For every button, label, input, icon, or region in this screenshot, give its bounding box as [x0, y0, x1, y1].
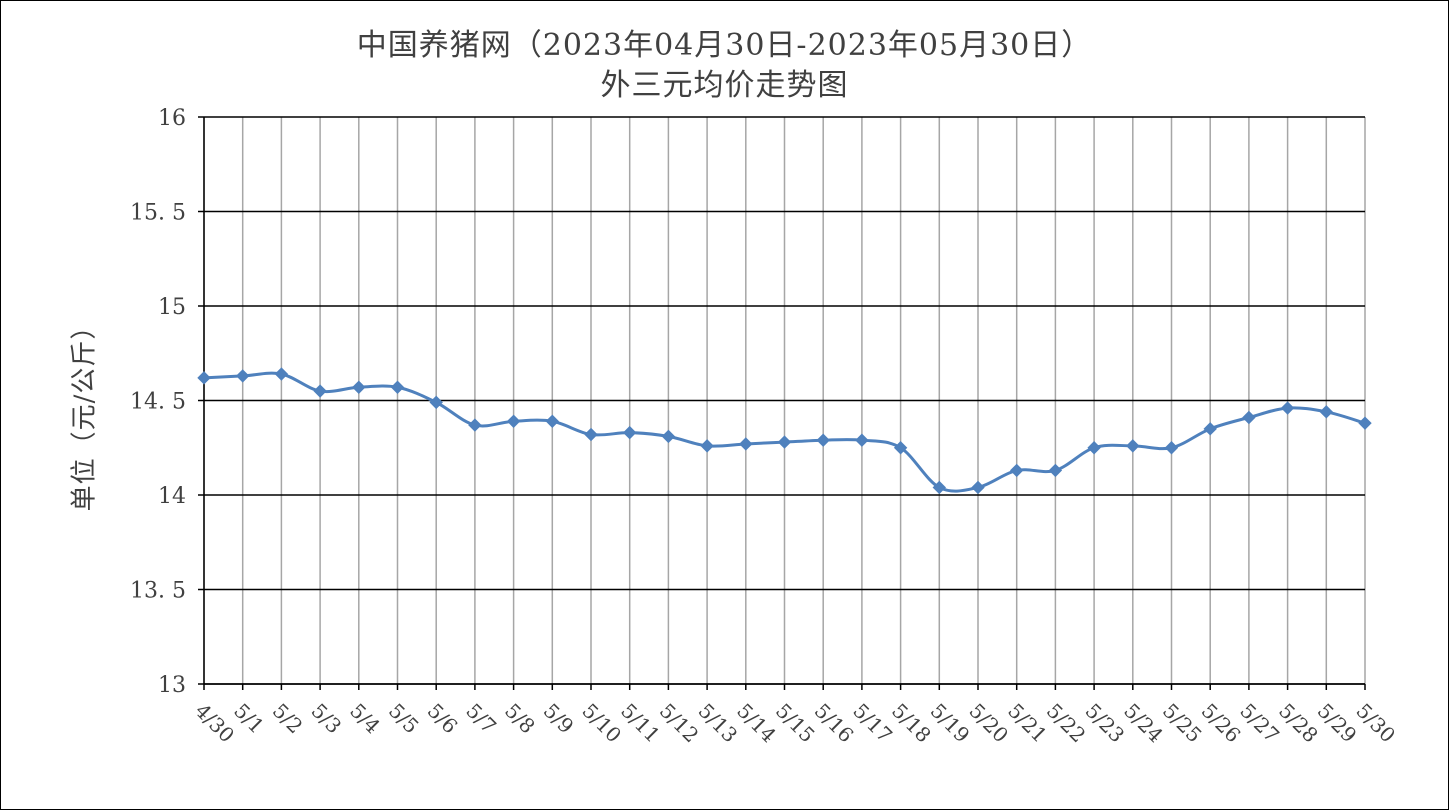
- x-tick-label: 5/14: [732, 699, 781, 748]
- data-point-marker: [1087, 441, 1101, 455]
- data-point-marker: [274, 367, 289, 381]
- x-tick-label: 5/10: [577, 699, 626, 748]
- data-point-marker: [1358, 416, 1372, 430]
- data-point-marker: [313, 384, 327, 398]
- x-tick-label: 5/18: [887, 699, 936, 748]
- x-tick-label: 5/19: [926, 699, 975, 748]
- data-point-marker: [468, 418, 482, 432]
- data-point-marker: [816, 433, 830, 447]
- data-point-marker: [661, 429, 676, 444]
- x-tick-label: 5/26: [1197, 699, 1246, 748]
- data-point-marker: [545, 414, 560, 428]
- y-tick-label: 15: [158, 295, 186, 320]
- x-tick-label: 5/7: [461, 699, 501, 739]
- x-tick-label: 5/11: [616, 699, 665, 748]
- x-tick-label: 5/17: [848, 699, 897, 748]
- x-tick-label: 5/8: [500, 699, 540, 739]
- data-point-marker: [1280, 401, 1295, 415]
- data-point-marker: [584, 427, 598, 442]
- data-point-marker: [739, 437, 753, 451]
- y-tick-label: 16: [158, 106, 186, 131]
- x-tick-label: 5/13: [694, 699, 743, 748]
- data-point-marker: [506, 414, 521, 428]
- x-tick-label: 5/15: [771, 699, 820, 748]
- y-tick-label: 15. 5: [130, 201, 186, 226]
- x-tick-label: 5/24: [1119, 699, 1168, 748]
- data-point-marker: [1009, 463, 1024, 478]
- data-point-marker: [932, 480, 947, 495]
- x-tick-label: 5/30: [1351, 699, 1400, 748]
- x-tick-label: 5/29: [1313, 699, 1362, 748]
- x-tick-label: 5/6: [423, 699, 463, 739]
- y-tick-label: 13. 5: [130, 579, 186, 604]
- data-point-marker: [390, 380, 405, 394]
- data-point-marker: [235, 369, 250, 383]
- data-point-marker: [700, 439, 714, 453]
- x-tick-label: 5/3: [307, 699, 347, 739]
- data-point-marker: [1242, 410, 1256, 425]
- data-point-marker: [893, 441, 908, 455]
- x-tick-label: 5/2: [268, 699, 308, 739]
- data-point-marker: [197, 371, 211, 385]
- x-tick-label: 5/12: [655, 699, 704, 748]
- x-tick-label: 5/25: [1158, 699, 1207, 748]
- data-point-marker: [777, 435, 792, 449]
- x-tick-label: 5/21: [1003, 699, 1052, 748]
- y-tick-label: 14: [158, 484, 186, 509]
- chart-subtitle: 外三元均价走势图: [600, 68, 849, 103]
- data-point-marker: [1203, 422, 1217, 436]
- x-tick-label: 5/27: [1235, 699, 1284, 748]
- data-point-marker: [1319, 405, 1334, 419]
- data-point-marker: [971, 480, 985, 495]
- data-point-marker: [1164, 441, 1179, 455]
- data-point-marker: [429, 395, 443, 410]
- y-tick-label: 14. 5: [130, 390, 186, 415]
- x-tick-label: 5/23: [1081, 699, 1130, 748]
- x-tick-label: 4/30: [190, 699, 239, 748]
- x-tick-label: 5/22: [1042, 699, 1091, 748]
- chart-title: 中国养猪网（2023年04月30日-2023年05月30日）: [356, 28, 1093, 63]
- x-tick-label: 5/5: [384, 699, 424, 739]
- x-tick-label: 5/16: [810, 699, 859, 748]
- data-point-marker: [352, 380, 366, 394]
- y-tick-label: 13: [158, 673, 186, 698]
- x-tick-label: 5/9: [539, 699, 579, 739]
- x-tick-label: 5/4: [345, 699, 385, 739]
- data-point-marker: [1126, 439, 1140, 453]
- x-tick-label: 5/28: [1274, 699, 1323, 748]
- data-point-marker: [1048, 463, 1063, 478]
- data-point-marker: [622, 425, 637, 440]
- data-point-marker: [855, 433, 869, 447]
- x-tick-label: 5/20: [964, 699, 1013, 748]
